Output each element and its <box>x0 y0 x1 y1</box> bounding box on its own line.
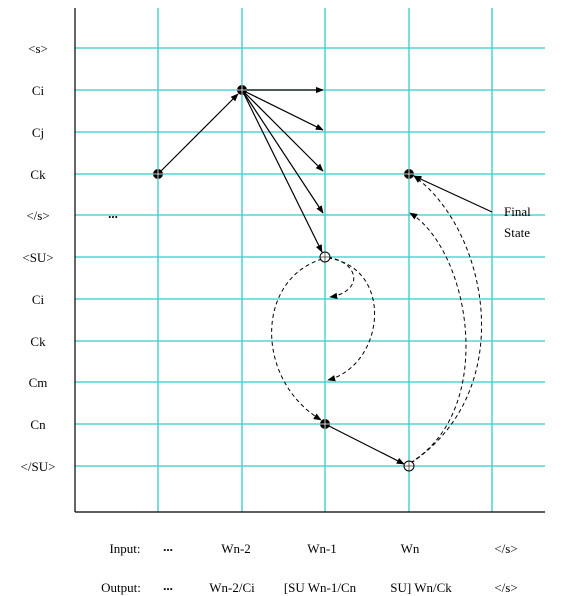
output-item-3: SU] Wn/Ck <box>390 580 452 595</box>
solid-edges <box>157 86 493 465</box>
node-filled-wn2-ck <box>153 169 163 179</box>
output-row-label: Output: <box>101 580 141 595</box>
edge-ci-to-su <box>241 89 323 253</box>
row-label-s: <s> <box>28 41 48 56</box>
nodes <box>153 85 415 472</box>
dashed-edges <box>271 175 483 464</box>
history-ellipsis: ... <box>108 206 118 221</box>
edge-cn-to-end-su <box>324 423 405 465</box>
output-row-ellipsis: ... <box>163 578 173 593</box>
row-label-end-su: </SU> <box>21 459 56 474</box>
input-item-2: Wn-1 <box>307 541 337 556</box>
row-label-ci-2: Ci <box>32 292 45 307</box>
input-row: Input: ... Wn-2 Wn-1 Wn </s> <box>109 539 517 556</box>
final-state-label-line2: State <box>504 225 530 240</box>
input-row-label: Input: <box>109 541 140 556</box>
row-label-cn: Cn <box>30 417 46 432</box>
node-open-wn-end-su <box>403 460 415 472</box>
input-row-ellipsis: ... <box>163 539 173 554</box>
row-label-cj: Cj <box>32 125 44 140</box>
node-filled-wn2-ci <box>237 85 247 95</box>
output-item-4: </s> <box>494 580 517 595</box>
node-filled-wn1-cn <box>320 419 330 429</box>
grid <box>75 8 545 512</box>
row-label-su: <SU> <box>22 250 53 265</box>
edge-final-to-ck <box>413 175 493 213</box>
row-label-end-s: </s> <box>26 208 49 223</box>
input-item-4: </s> <box>494 541 517 556</box>
edge-ci-to-cj <box>241 89 324 131</box>
output-row: Output: ... Wn-2/Ci [SU Wn-1/Cn SU] Wn/C… <box>101 578 518 595</box>
dashed-su-to-cn <box>271 258 323 421</box>
row-label-ck: Ck <box>30 167 46 182</box>
dashed-su-to-ci <box>327 256 355 300</box>
edge-ck-to-ci <box>157 93 239 175</box>
dashed-end-su-to-ck <box>410 175 483 464</box>
input-item-1: Wn-2 <box>221 541 251 556</box>
dashed-end-su-to-end-s <box>409 212 467 464</box>
row-label-ck-2: Ck <box>30 334 46 349</box>
row-label-cm: Cm <box>29 375 48 390</box>
edge-ci-to-ck <box>241 89 324 172</box>
output-item-2: [SU Wn-1/Cn <box>284 580 357 595</box>
row-labels: <s> Ci Cj Ck </s> <SU> Ci Ck Cm Cn </SU> <box>21 41 56 474</box>
node-open-wn1-su <box>319 251 331 263</box>
node-filled-wn-ck <box>404 169 414 179</box>
edge-ci-to-end-s <box>241 89 324 214</box>
output-item-1: Wn-2/Ci <box>209 580 255 595</box>
final-state-label-line1: Final <box>504 204 531 219</box>
dashed-su-to-cm <box>327 257 376 382</box>
input-item-3: Wn <box>401 541 420 556</box>
row-label-ci: Ci <box>32 83 45 98</box>
